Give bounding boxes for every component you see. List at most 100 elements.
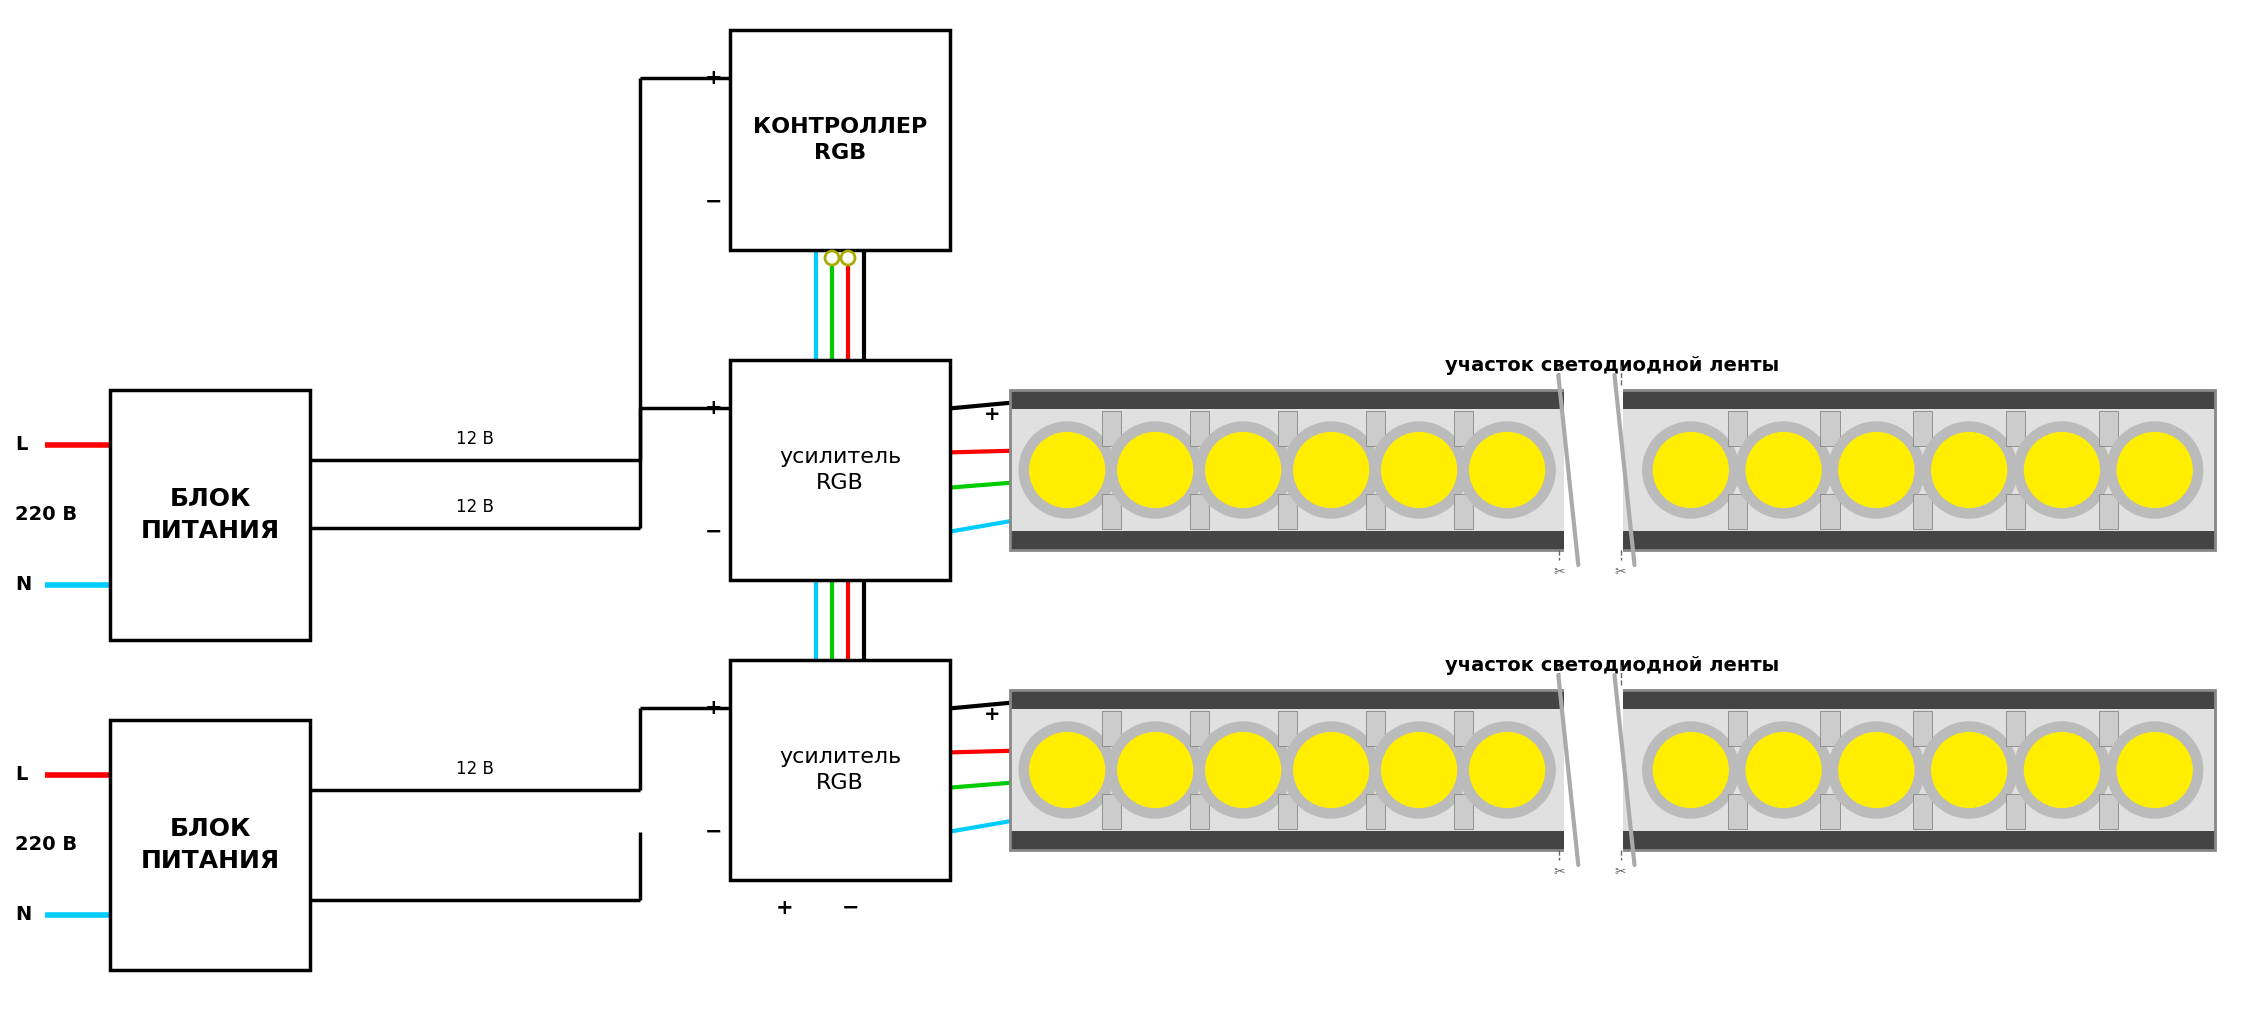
Text: −: −: [842, 898, 860, 918]
Bar: [1010, 390, 2216, 550]
Circle shape: [1118, 432, 1192, 507]
Circle shape: [1470, 432, 1545, 507]
Bar: [1365, 494, 1385, 529]
Text: +: +: [777, 898, 795, 918]
Bar: [1913, 794, 1933, 829]
Text: 12 В: 12 В: [456, 430, 494, 448]
Circle shape: [1922, 722, 2018, 818]
Circle shape: [1293, 432, 1369, 507]
Circle shape: [1372, 422, 1468, 518]
Bar: [1190, 794, 1208, 829]
Bar: [1010, 690, 2216, 850]
Circle shape: [2117, 732, 2191, 807]
Bar: [1277, 794, 1298, 829]
Circle shape: [1827, 422, 1924, 518]
Bar: [1453, 411, 1473, 446]
Bar: [1102, 494, 1120, 529]
Bar: [1453, 494, 1473, 529]
Bar: [1821, 711, 1839, 746]
Text: ✂: ✂: [1554, 865, 1565, 879]
Circle shape: [1293, 732, 1369, 807]
Bar: [2099, 494, 2117, 529]
Text: +: +: [705, 398, 723, 418]
Circle shape: [1839, 732, 1913, 807]
Circle shape: [1643, 422, 1740, 518]
Circle shape: [1372, 722, 1468, 818]
Circle shape: [1652, 732, 1729, 807]
Bar: [1010, 390, 2216, 550]
Text: +: +: [705, 69, 723, 89]
Circle shape: [1459, 722, 1556, 818]
Text: −: −: [705, 192, 723, 212]
Circle shape: [1206, 732, 1280, 807]
Circle shape: [1839, 432, 1913, 507]
Bar: [1277, 711, 1298, 746]
Bar: [2099, 794, 2117, 829]
Bar: [1821, 494, 1839, 529]
Bar: [2007, 411, 2025, 446]
Circle shape: [1922, 422, 2018, 518]
Bar: [1102, 711, 1120, 746]
Bar: [1010, 831, 2216, 850]
Text: L: L: [16, 766, 27, 785]
Circle shape: [1107, 722, 1203, 818]
Bar: [110, 720, 310, 970]
Circle shape: [1030, 432, 1105, 507]
Bar: [2007, 794, 2025, 829]
Circle shape: [2106, 722, 2202, 818]
Bar: [1729, 711, 1747, 746]
Bar: [1913, 411, 1933, 446]
Text: 12 В: 12 В: [456, 760, 494, 778]
Circle shape: [824, 251, 840, 265]
Text: N: N: [16, 906, 31, 924]
Circle shape: [1206, 432, 1280, 507]
Bar: [1729, 411, 1747, 446]
Circle shape: [1284, 722, 1378, 818]
Bar: [1365, 411, 1385, 446]
Bar: [730, 360, 950, 580]
Circle shape: [1747, 732, 1821, 807]
Bar: [1453, 711, 1473, 746]
Text: участок светодиодной ленты: участок светодиодной ленты: [1446, 656, 1780, 675]
Circle shape: [1194, 422, 1291, 518]
Circle shape: [1381, 732, 1457, 807]
Bar: [1453, 794, 1473, 829]
Circle shape: [1459, 422, 1556, 518]
Bar: [1277, 411, 1298, 446]
Circle shape: [1019, 722, 1116, 818]
Bar: [1277, 494, 1298, 529]
Bar: [2007, 711, 2025, 746]
Bar: [1010, 690, 2216, 709]
Text: БЛОК
ПИТАНИЯ: БЛОК ПИТАНИЯ: [141, 487, 281, 542]
Text: ✂: ✂: [1614, 565, 1625, 579]
Bar: [1913, 711, 1933, 746]
Text: усилитель
RGB: усилитель RGB: [779, 746, 900, 793]
Text: 220 В: 220 В: [16, 835, 76, 854]
Text: +: +: [705, 698, 723, 718]
Circle shape: [1735, 422, 1832, 518]
Circle shape: [1194, 722, 1291, 818]
Bar: [1190, 494, 1208, 529]
Bar: [1913, 494, 1933, 529]
Bar: [2099, 411, 2117, 446]
Circle shape: [1931, 732, 2007, 807]
Bar: [1729, 794, 1747, 829]
Circle shape: [1284, 422, 1378, 518]
Text: 220 В: 220 В: [16, 505, 76, 524]
Circle shape: [1643, 722, 1740, 818]
Circle shape: [1118, 732, 1192, 807]
Text: −: −: [705, 821, 723, 841]
Bar: [730, 30, 950, 250]
Circle shape: [2106, 422, 2202, 518]
Circle shape: [1827, 722, 1924, 818]
Circle shape: [842, 251, 855, 265]
Bar: [1102, 794, 1120, 829]
Circle shape: [1470, 732, 1545, 807]
Circle shape: [1381, 432, 1457, 507]
Circle shape: [1747, 432, 1821, 507]
Text: +: +: [983, 404, 999, 423]
Circle shape: [1030, 732, 1105, 807]
Circle shape: [1019, 422, 1116, 518]
Bar: [2099, 711, 2117, 746]
Bar: [1821, 411, 1839, 446]
